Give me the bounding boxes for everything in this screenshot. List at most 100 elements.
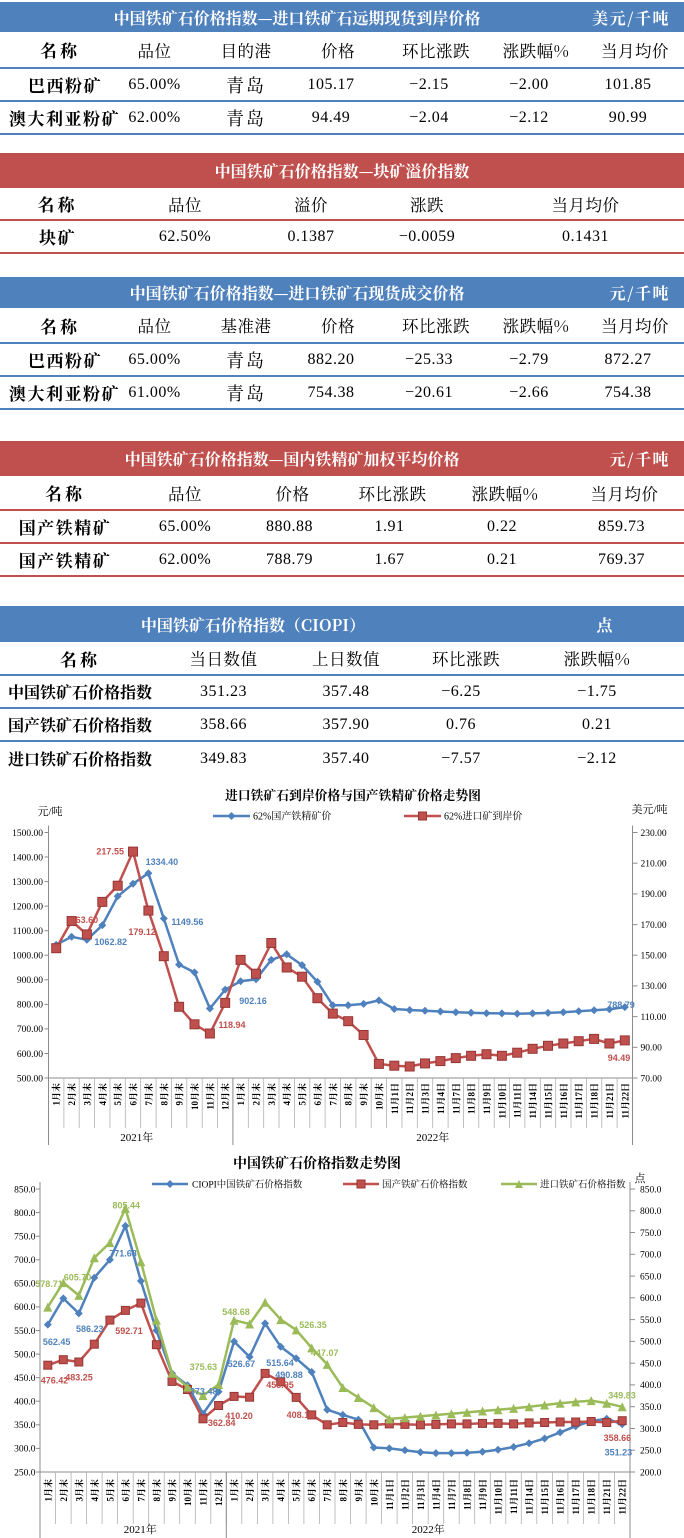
svg-text:578.71: 578.71 <box>35 1279 63 1289</box>
svg-text:1400.00: 1400.00 <box>12 853 43 863</box>
svg-text:2月末: 2月末 <box>244 1479 255 1502</box>
svg-text:500.00: 500.00 <box>17 1074 43 1084</box>
svg-text:800.00: 800.00 <box>17 1001 43 1011</box>
svg-text:11月22日: 11月22日 <box>620 1083 630 1119</box>
svg-text:1500.00: 1500.00 <box>12 829 43 839</box>
svg-text:4月末: 4月末 <box>97 1083 108 1106</box>
svg-text:10月末: 10月末 <box>182 1479 193 1506</box>
svg-text:7月末: 7月末 <box>143 1083 154 1106</box>
svg-text:11月17日: 11月17日 <box>574 1083 584 1119</box>
svg-text:515.64: 515.64 <box>266 1358 294 1368</box>
svg-text:11月4日: 11月4日 <box>436 1083 446 1114</box>
svg-text:447.07: 447.07 <box>311 1348 339 1358</box>
svg-text:150.00: 150.00 <box>641 952 667 962</box>
svg-text:600.0: 600.0 <box>640 1294 662 1304</box>
svg-text:8月末: 8月末 <box>343 1083 354 1106</box>
svg-text:850.0: 850.0 <box>14 1185 36 1195</box>
svg-text:1月末: 1月末 <box>51 1083 62 1106</box>
svg-text:11月11日: 11月11日 <box>509 1479 519 1514</box>
svg-text:11月2日: 11月2日 <box>400 1479 410 1510</box>
svg-text:6月末: 6月末 <box>120 1479 131 1502</box>
svg-text:163.60: 163.60 <box>71 915 99 925</box>
svg-text:1月末: 1月末 <box>235 1083 246 1106</box>
svg-text:2022年: 2022年 <box>412 1522 445 1536</box>
svg-text:1000.00: 1000.00 <box>12 952 43 962</box>
svg-text:592.71: 592.71 <box>115 1326 143 1336</box>
svg-text:元/吨: 元/吨 <box>37 804 62 818</box>
svg-text:11月8日: 11月8日 <box>467 1083 477 1114</box>
svg-text:11月末: 11月末 <box>204 1083 215 1110</box>
svg-text:362.84: 362.84 <box>208 1418 236 1428</box>
svg-text:70.00: 70.00 <box>641 1074 663 1084</box>
svg-text:170.00: 170.00 <box>641 921 667 931</box>
svg-text:美元/吨: 美元/吨 <box>631 802 667 816</box>
svg-text:458.95: 458.95 <box>266 1380 294 1390</box>
svg-text:3月末: 3月末 <box>81 1083 92 1106</box>
svg-text:3月末: 3月末 <box>73 1479 84 1502</box>
svg-text:349.83: 349.83 <box>608 1391 636 1401</box>
svg-text:7月末: 7月末 <box>135 1479 146 1502</box>
svg-text:5月末: 5月末 <box>112 1083 123 1106</box>
svg-text:800.0: 800.0 <box>14 1209 36 1219</box>
svg-text:800.0: 800.0 <box>640 1207 662 1217</box>
svg-text:650.0: 650.0 <box>14 1280 36 1290</box>
svg-text:5月末: 5月末 <box>297 1083 308 1106</box>
svg-text:526.67: 526.67 <box>228 1359 256 1369</box>
svg-text:600.00: 600.00 <box>17 1050 43 1060</box>
svg-text:476.42: 476.42 <box>41 1375 69 1385</box>
svg-text:700.00: 700.00 <box>17 1025 43 1035</box>
svg-text:750.0: 750.0 <box>640 1229 662 1239</box>
svg-text:605.70: 605.70 <box>64 1273 92 1283</box>
svg-text:200.0: 200.0 <box>640 1468 662 1478</box>
svg-text:11月7日: 11月7日 <box>447 1479 457 1510</box>
svg-text:805.44: 805.44 <box>113 1201 141 1211</box>
svg-text:373.48: 373.48 <box>190 1387 218 1397</box>
svg-text:8月末: 8月末 <box>158 1083 169 1106</box>
svg-text:4月末: 4月末 <box>89 1479 100 1502</box>
svg-text:11月17日: 11月17日 <box>571 1479 581 1515</box>
svg-text:1月末: 1月末 <box>229 1479 240 1502</box>
svg-text:9月末: 9月末 <box>167 1479 178 1502</box>
svg-text:550.0: 550.0 <box>640 1316 662 1326</box>
svg-text:11月8日: 11月8日 <box>463 1479 473 1510</box>
svg-text:6月末: 6月末 <box>306 1479 317 1502</box>
svg-text:11月10日: 11月10日 <box>494 1479 504 1515</box>
svg-text:300.0: 300.0 <box>640 1425 662 1435</box>
svg-text:12月末: 12月末 <box>220 1083 231 1110</box>
svg-text:进口铁矿石价格指数: 进口铁矿石价格指数 <box>540 1179 626 1191</box>
svg-text:550.0: 550.0 <box>14 1327 36 1337</box>
svg-text:11月15日: 11月15日 <box>544 1083 554 1119</box>
svg-text:CIOPI中国铁矿石价格指数: CIOPI中国铁矿石价格指数 <box>192 1179 303 1191</box>
svg-text:1300.00: 1300.00 <box>12 878 43 888</box>
svg-text:9月末: 9月末 <box>174 1083 185 1106</box>
svg-text:11月14日: 11月14日 <box>525 1479 535 1515</box>
svg-text:11月22日: 11月22日 <box>618 1479 628 1515</box>
svg-text:11月3日: 11月3日 <box>421 1083 431 1114</box>
svg-text:8月末: 8月末 <box>151 1479 162 1502</box>
svg-text:62%进口矿到岸价: 62%进口矿到岸价 <box>444 810 522 823</box>
svg-text:11月16日: 11月16日 <box>556 1479 566 1515</box>
svg-text:11月10日: 11月10日 <box>497 1083 507 1119</box>
svg-text:450.0: 450.0 <box>640 1360 662 1370</box>
svg-text:10月末: 10月末 <box>373 1083 384 1110</box>
svg-text:1月末: 1月末 <box>42 1479 53 1502</box>
svg-text:11月末: 11月末 <box>198 1479 209 1506</box>
svg-text:5月末: 5月末 <box>291 1479 302 1502</box>
svg-text:217.55: 217.55 <box>96 847 124 857</box>
svg-text:562.45: 562.45 <box>43 1337 71 1347</box>
svg-text:771.68: 771.68 <box>109 1248 137 1258</box>
svg-text:230.00: 230.00 <box>641 829 667 839</box>
svg-text:788.79: 788.79 <box>607 1000 635 1010</box>
svg-text:中国铁矿石价格指数走势图: 中国铁矿石价格指数走势图 <box>233 1155 401 1172</box>
svg-text:国产铁矿石价格指数: 国产铁矿石价格指数 <box>382 1179 468 1191</box>
svg-text:700.0: 700.0 <box>640 1251 662 1261</box>
svg-text:2月末: 2月末 <box>251 1083 262 1106</box>
svg-text:11月9日: 11月9日 <box>482 1083 492 1114</box>
svg-text:94.49: 94.49 <box>608 1053 631 1063</box>
svg-text:点: 点 <box>635 1171 647 1185</box>
svg-text:8月末: 8月末 <box>337 1479 348 1502</box>
svg-text:375.63: 375.63 <box>190 1362 218 1372</box>
svg-text:6月末: 6月末 <box>312 1083 323 1106</box>
svg-text:9月末: 9月末 <box>358 1083 369 1106</box>
svg-text:400.0: 400.0 <box>14 1398 36 1408</box>
